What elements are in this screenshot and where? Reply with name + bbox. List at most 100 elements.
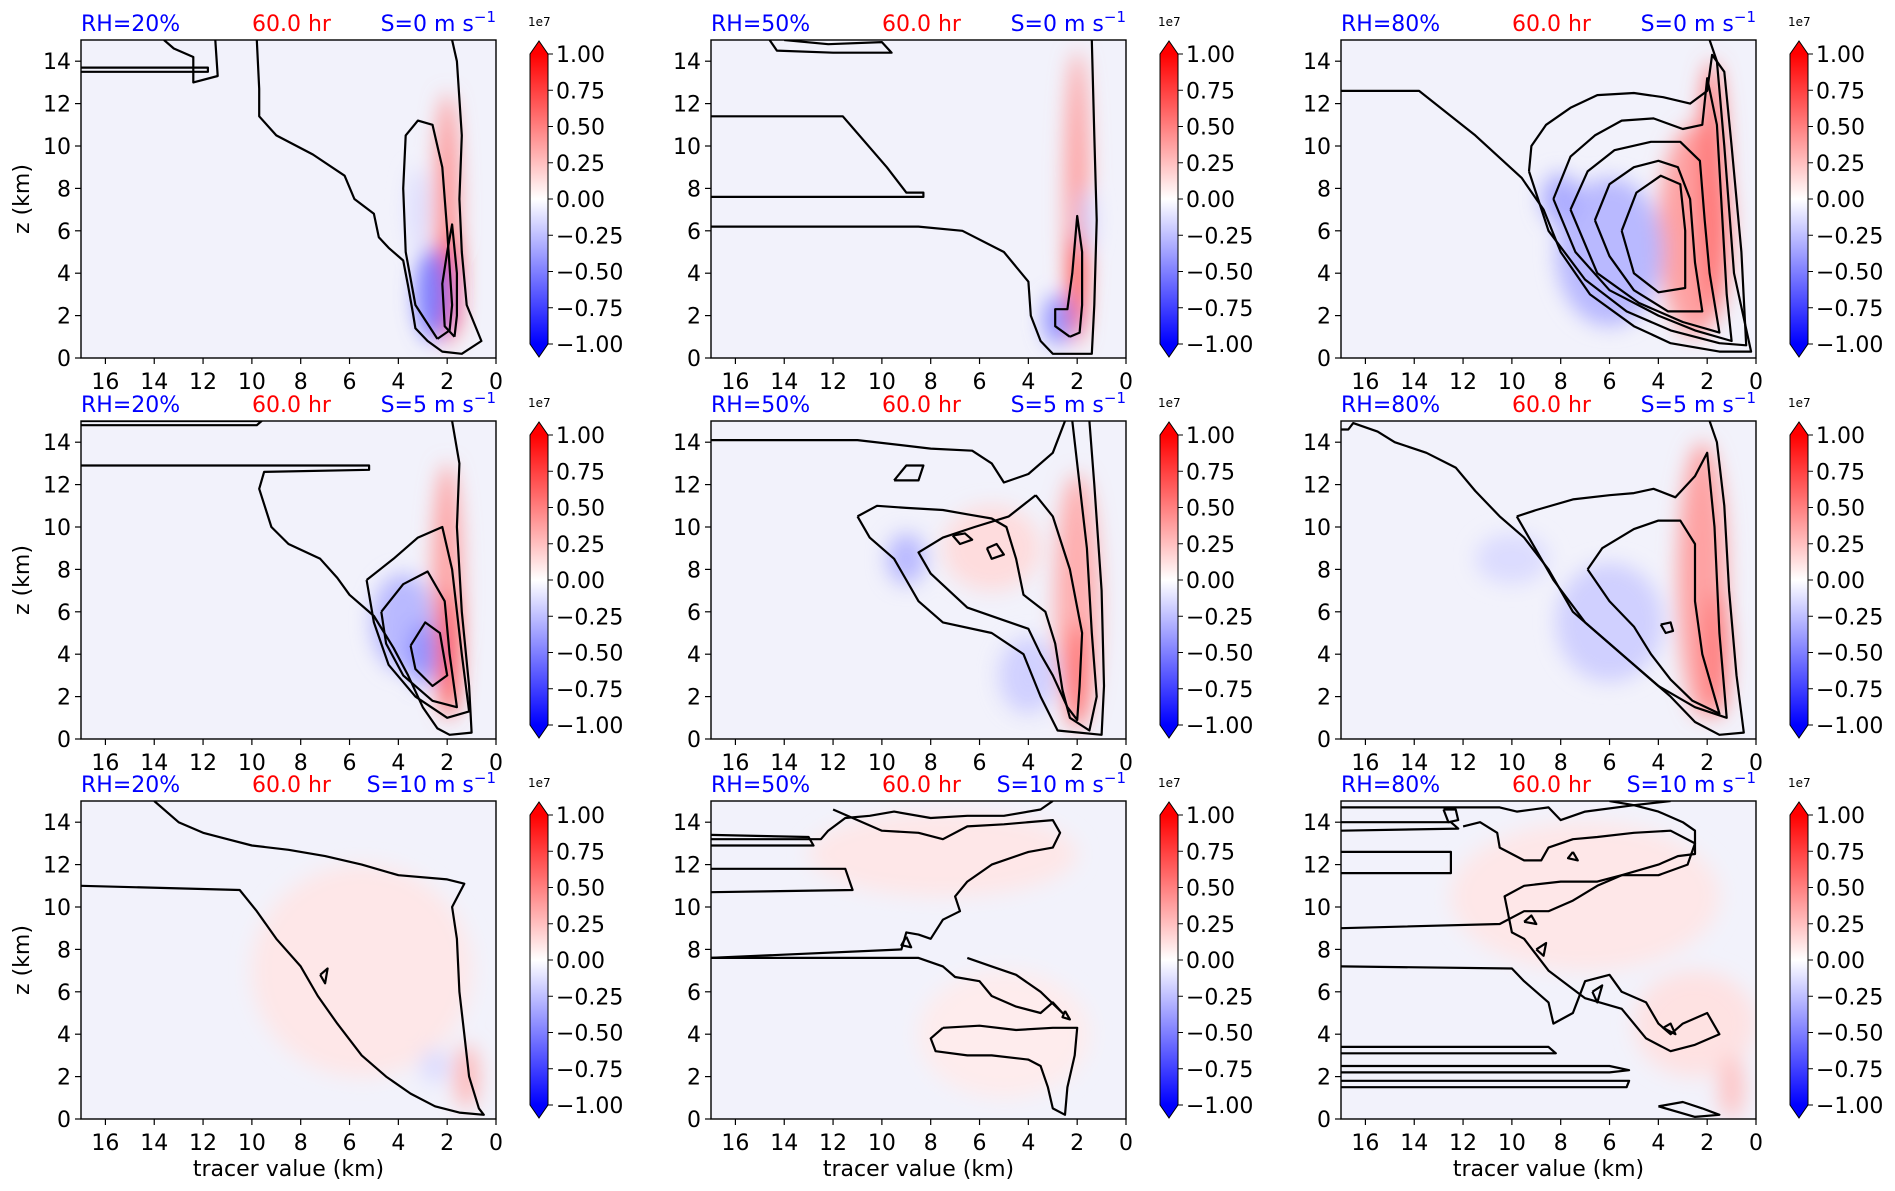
contour-line — [1341, 821, 1697, 930]
colorbar-body — [530, 435, 548, 725]
x-tick-label: 10 — [868, 1131, 896, 1156]
x-tick-label: 16 — [91, 370, 119, 395]
y-tick-label: 10 — [1303, 896, 1331, 921]
colorbar-tick-label: −0.75 — [1816, 678, 1883, 703]
x-tick-label: 8 — [924, 1131, 938, 1156]
y-tick-label: 10 — [43, 516, 71, 541]
panel-r2c1: 16 14 12 10 8 6 4 2 0 0 2 4 6 8 10 12 14 z (km) RH=20% 60.0… — [10, 389, 623, 776]
y-tick-label: 6 — [687, 981, 701, 1006]
colorbar-tick-label: −0.75 — [1186, 1058, 1253, 1083]
title-shear: S=0 m s−1 — [1641, 8, 1756, 37]
title-shear: S=0 m s−1 — [381, 8, 496, 37]
y-tick-label: 2 — [687, 305, 701, 330]
colorbar-extend-max — [1790, 802, 1808, 815]
contour-line — [1341, 821, 1460, 832]
contour-line — [163, 40, 219, 84]
contour-line — [711, 808, 1062, 959]
x-tick-label: 0 — [489, 370, 503, 395]
x-tick-label: 12 — [819, 370, 847, 395]
colorbar-extend-min — [530, 1105, 548, 1118]
y-tick-label: 14 — [1303, 431, 1331, 456]
contour-line — [402, 119, 454, 340]
colorbar-tick-label: 1.00 — [1816, 43, 1865, 68]
title-shear-sup: −1 — [1734, 8, 1756, 26]
colorbar-tick-label: −1.00 — [1816, 333, 1883, 358]
colorbar-extend-min — [1790, 1105, 1808, 1118]
colorbar-tick-label: 1.00 — [1186, 804, 1235, 829]
x-tick-label: 8 — [294, 370, 308, 395]
title-shear: S=10 m s−1 — [367, 769, 496, 798]
panel-r1c2: 16 14 12 10 8 6 4 2 0 0 2 4 6 8 10 12 14 RH=50% 60.0 hr S=0… — [673, 8, 1253, 395]
contour-line — [893, 464, 925, 482]
y-tick-label: 14 — [673, 431, 701, 456]
colorbar-tick-label: 0.50 — [1186, 497, 1235, 522]
x-tick-label: 6 — [1603, 370, 1617, 395]
x-axis: 16 14 12 10 8 6 4 2 0 — [1351, 1119, 1763, 1156]
colorbar-tick-label: 0.75 — [556, 840, 605, 865]
y-tick-label: 10 — [1303, 516, 1331, 541]
colorbar-exponent: 1e7 — [528, 15, 551, 29]
y-axis: 0 2 4 6 8 10 12 14 — [673, 431, 711, 753]
title-rh: RH=80% — [1341, 12, 1440, 37]
colorbar-tick-label: 0.50 — [556, 497, 605, 522]
x-tick-label: 16 — [721, 1131, 749, 1156]
colorbar: −1.00 −0.75 −0.50 −0.25 0.00 0.25 0.50 0.75 1.00… — [528, 396, 623, 739]
contour-line — [985, 542, 1006, 560]
contour-lines — [81, 801, 485, 1116]
colorbar-tick-label: 0.25 — [1816, 152, 1865, 177]
x-tick-label: 14 — [770, 751, 798, 776]
colorbar-tick-label: 0.50 — [1816, 116, 1865, 141]
colorbar-extend-max — [1160, 422, 1178, 435]
anomaly-blob — [1475, 533, 1549, 585]
plot-area — [81, 421, 496, 739]
contour-line — [1569, 140, 1721, 334]
colorbar-body — [530, 815, 548, 1105]
contour-line — [1341, 1079, 1631, 1089]
contour-line — [81, 421, 263, 427]
y-tick-label: 4 — [1317, 262, 1331, 287]
title-time: 60.0 hr — [252, 773, 332, 798]
colorbar-body — [1790, 815, 1808, 1105]
y-tick-label: 0 — [1317, 1108, 1331, 1133]
x-tick-label: 10 — [868, 751, 896, 776]
y-axis: 0 2 4 6 8 10 12 14 — [43, 811, 81, 1133]
title-rh: RH=80% — [1341, 773, 1440, 798]
contour-lines — [1341, 40, 1753, 353]
colorbar-extend-max — [530, 422, 548, 435]
y-tick-label: 12 — [673, 854, 701, 879]
contour-line — [951, 532, 974, 546]
title-shear-sup: −1 — [1104, 8, 1126, 26]
y-tick-label: 4 — [687, 643, 701, 668]
x-tick-label: 14 — [140, 1131, 168, 1156]
colorbar-exponent: 1e7 — [1788, 396, 1811, 410]
colorbar-tick-label: 0.00 — [1816, 949, 1865, 974]
y-tick-label: 6 — [57, 981, 71, 1006]
x-tick-label: 4 — [1021, 370, 1035, 395]
colorbar-extend-max — [1790, 41, 1808, 54]
colorbar-tick-label: 0.00 — [556, 949, 605, 974]
y-tick-label: 0 — [57, 1108, 71, 1133]
colorbar-tick-label: −1.00 — [1186, 714, 1253, 739]
axes-frame — [80, 39, 497, 359]
x-tick-label: 4 — [1651, 1131, 1665, 1156]
x-tick-label: 14 — [770, 370, 798, 395]
anomaly-blob — [886, 533, 926, 585]
x-tick-label: 0 — [1749, 370, 1763, 395]
y-axis: 0 2 4 6 8 10 12 14 — [43, 50, 81, 372]
y-tick-label: 8 — [687, 177, 701, 202]
shaded-field — [808, 811, 1090, 1098]
colorbar-extend-min — [530, 725, 548, 738]
x-tick-label: 10 — [238, 751, 266, 776]
colorbar-tick-label: −0.50 — [556, 642, 623, 667]
x-tick-label: 2 — [440, 370, 454, 395]
title-shear: S=10 m s−1 — [997, 769, 1126, 798]
colorbar-tick-label: 1.00 — [556, 424, 605, 449]
anomaly-blob — [999, 637, 1058, 714]
title-shear: S=5 m s−1 — [381, 389, 496, 418]
shaded-field — [1043, 50, 1095, 348]
colorbar-exponent: 1e7 — [1788, 15, 1811, 29]
contour-line — [1658, 1100, 1721, 1119]
x-tick-label: 16 — [1351, 370, 1379, 395]
colorbar-tick-label: −0.25 — [556, 224, 623, 249]
